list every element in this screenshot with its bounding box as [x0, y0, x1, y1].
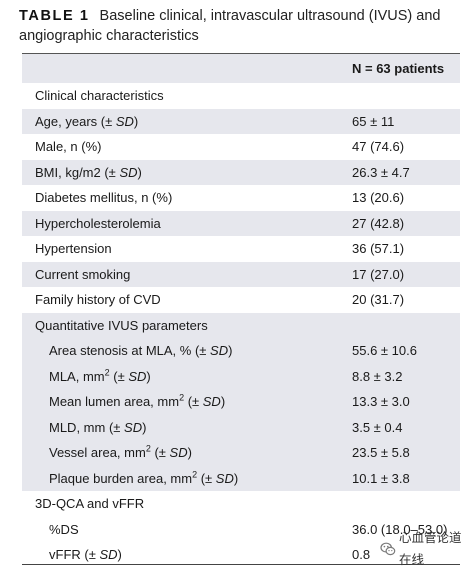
row-label: 3D-QCA and vFFR — [35, 496, 145, 511]
row-value: 20 (31.7) — [352, 292, 405, 307]
watermark: 心血管论道在线 — [378, 531, 474, 567]
watermark-text: 心血管论道在线 — [399, 531, 462, 567]
table-row: Area stenosis at MLA, % (± SD) 55.6 ± 10… — [22, 338, 460, 364]
row-label: Diabetes mellitus, n (%) — [35, 190, 173, 205]
row-label: Clinical characteristics — [35, 88, 164, 103]
row-label: Vessel area, mm2 (± SD) — [49, 443, 192, 460]
table-row-section-clinical: Clinical characteristics — [22, 83, 460, 109]
row-label: Quantitative IVUS parameters — [35, 317, 208, 333]
table-caption-label: TABLE 1 — [19, 8, 90, 24]
row-value: 3.5 ± 0.4 — [352, 419, 403, 435]
table-row: Family history of CVD 20 (31.7) — [22, 287, 460, 313]
table-row: Vessel area, mm2 (± SD) 23.5 ± 5.8 — [22, 440, 460, 466]
table-bottom-rule — [22, 564, 460, 565]
table-row: Hypertension 36 (57.1) — [22, 236, 460, 262]
row-label: BMI, kg/m2 (± SD) — [35, 164, 142, 180]
table-row: Age, years (± SD) 65 ± 11 — [22, 108, 460, 134]
table-row-section-ivus: Quantitative IVUS parameters — [22, 312, 460, 338]
table-caption: TABLE 1 Baseline clinical, intravascular … — [19, 6, 459, 46]
row-label: MLA, mm2 (± SD) — [49, 367, 151, 384]
wechat-icon — [380, 541, 396, 557]
table-row: Diabetes mellitus, n (%) 13 (20.6) — [22, 185, 460, 211]
row-label: Current smoking — [35, 266, 131, 282]
table-row-section-qca: 3D-QCA and vFFR — [22, 491, 460, 517]
table-row: BMI, kg/m2 (± SD) 26.3 ± 4.7 — [22, 159, 460, 185]
row-value: 26.3 ± 4.7 — [352, 164, 410, 180]
row-value: 55.6 ± 10.6 — [352, 343, 417, 358]
row-value: 13.3 ± 3.0 — [352, 394, 410, 409]
row-value: 47 (74.6) — [352, 139, 405, 154]
row-value: 23.5 ± 5.8 — [352, 445, 410, 460]
row-value: 13 (20.6) — [352, 190, 405, 205]
row-label: Family history of CVD — [35, 292, 161, 307]
table-row: Plaque burden area, mm2 (± SD) 10.1 ± 3.… — [22, 465, 460, 491]
row-label: Hypercholesterolemia — [35, 215, 161, 231]
row-label: Mean lumen area, mm2 (± SD) — [49, 392, 226, 409]
row-label: vFFR (± SD) — [49, 547, 122, 562]
table-top-rule — [22, 53, 460, 54]
row-value: 0.8 — [352, 547, 371, 562]
row-label: Male, n (%) — [35, 139, 102, 154]
table-row: Mean lumen area, mm2 (± SD) 13.3 ± 3.0 — [22, 389, 460, 415]
row-value: 17 (27.0) — [352, 266, 405, 282]
table-row: MLA, mm2 (± SD) 8.8 ± 3.2 — [22, 363, 460, 389]
row-label: Age, years (± SD) — [35, 113, 139, 129]
row-value: 10.1 ± 3.8 — [352, 470, 410, 486]
table-row: %DS 36.0 (18.0–53.0) — [22, 517, 460, 543]
header-value: N = 63 patients — [352, 61, 445, 76]
table-row: vFFR (± SD) 0.8 — [22, 542, 460, 568]
row-label: Plaque burden area, mm2 (± SD) — [49, 469, 239, 486]
baseline-table: N = 63 patients Clinical characteristics… — [22, 54, 460, 568]
row-label: MLD, mm (± SD) — [49, 419, 147, 435]
row-value: 27 (42.8) — [352, 215, 405, 231]
table-header-row: N = 63 patients — [22, 54, 460, 83]
row-value: 65 ± 11 — [352, 113, 395, 129]
row-value: 8.8 ± 3.2 — [352, 368, 403, 384]
row-label: Hypertension — [35, 241, 112, 256]
table-caption-text: Baseline clinical, intravascular ultraso… — [19, 8, 441, 44]
row-label: %DS — [49, 521, 79, 537]
table-row: Hypercholesterolemia 27 (42.8) — [22, 210, 460, 236]
row-value: 36 (57.1) — [352, 241, 405, 256]
table-row: Male, n (%) 47 (74.6) — [22, 134, 460, 160]
table-row: Current smoking 17 (27.0) — [22, 261, 460, 287]
table-row: MLD, mm (± SD) 3.5 ± 0.4 — [22, 414, 460, 440]
row-value: 36.0 (18.0–53.0) — [352, 521, 448, 537]
row-label: Area stenosis at MLA, % (± SD) — [49, 343, 233, 358]
